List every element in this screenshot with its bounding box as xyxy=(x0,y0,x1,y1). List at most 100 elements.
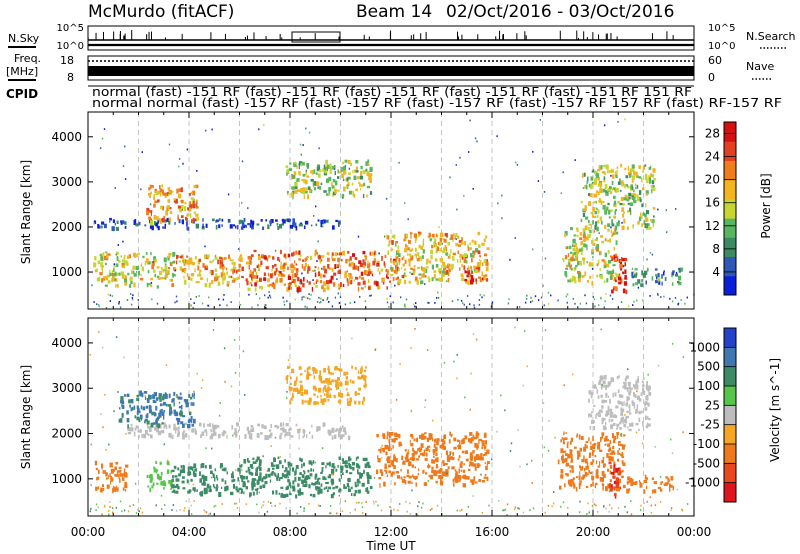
echo-cell xyxy=(614,492,617,497)
echo-cell xyxy=(168,480,172,484)
echo-cell xyxy=(576,450,580,454)
echo-cell xyxy=(326,368,329,371)
echo-cell xyxy=(617,473,621,476)
echo-cell xyxy=(430,474,433,480)
sparse-echoes xyxy=(91,118,695,309)
echo-cell xyxy=(312,460,315,464)
echo-cell xyxy=(360,472,364,477)
echo-cell xyxy=(167,193,170,197)
echo-cell xyxy=(364,257,367,263)
echo-cell xyxy=(204,283,208,288)
echo-cell xyxy=(290,484,292,489)
echo-cell xyxy=(158,393,162,397)
echo-cell xyxy=(479,456,482,461)
echo-cell xyxy=(638,166,641,169)
echo-cell xyxy=(153,221,156,226)
echo-cell xyxy=(398,433,401,439)
echo-cell xyxy=(285,165,289,169)
echo-cell xyxy=(317,486,321,490)
echo-cell xyxy=(646,477,648,480)
echo-cell xyxy=(321,467,324,470)
echo-cell xyxy=(259,459,262,464)
echo-cell xyxy=(315,172,318,175)
echo-cell xyxy=(651,253,654,256)
echo-cell xyxy=(657,272,660,278)
echo-cell xyxy=(365,501,367,503)
echo-cell xyxy=(374,349,376,351)
echo-cell xyxy=(364,384,366,389)
echo-cell xyxy=(459,253,462,258)
echo-cell xyxy=(205,465,207,469)
echo-cell xyxy=(341,425,344,429)
echo-cell xyxy=(205,511,208,514)
echo-cell xyxy=(301,272,303,275)
echo-cell xyxy=(295,270,299,276)
echo-region xyxy=(171,463,243,497)
echo-cell xyxy=(326,178,330,183)
echo-cell xyxy=(232,484,235,489)
echo-cell xyxy=(453,232,455,236)
echo-cell xyxy=(137,508,139,511)
echo-cell xyxy=(456,439,460,442)
echo-cell xyxy=(624,118,626,121)
echo-cell xyxy=(481,480,485,483)
echo-cell xyxy=(335,219,338,222)
echo-cell xyxy=(280,486,284,489)
echo-cell xyxy=(333,465,336,469)
echo-cell xyxy=(101,267,103,271)
echo-cell xyxy=(282,296,284,299)
echo-cell xyxy=(288,287,290,290)
echo-cell xyxy=(619,178,621,182)
echo-cell xyxy=(655,280,658,284)
echo-cell xyxy=(159,185,161,189)
echo-cell xyxy=(140,263,143,267)
echo-cell xyxy=(221,432,225,437)
echo-cell xyxy=(568,262,570,267)
echo-cell xyxy=(123,472,125,477)
echo-cell xyxy=(326,392,329,398)
echo-cell xyxy=(645,280,647,285)
echo-cell xyxy=(309,431,311,435)
echo-cell xyxy=(169,481,173,487)
echo-cell xyxy=(594,238,598,242)
echo-cell xyxy=(395,277,398,281)
echo-cell xyxy=(178,205,181,209)
beam-label: Beam 14 xyxy=(356,2,432,22)
echo-cell xyxy=(388,442,391,448)
echo-cell xyxy=(360,287,364,290)
echo-cell xyxy=(398,262,400,265)
echo-cell xyxy=(248,293,250,296)
echo-cell xyxy=(453,446,457,450)
echo-cell xyxy=(416,258,420,262)
echo-cell xyxy=(161,189,164,194)
echo-cell xyxy=(219,402,221,404)
echo-cell xyxy=(671,282,674,286)
echo-cell xyxy=(625,289,628,295)
echo-cell xyxy=(209,435,213,440)
echo-cell xyxy=(393,508,395,511)
echo-cell xyxy=(404,247,408,253)
echo-cell xyxy=(376,260,380,264)
echo-cell xyxy=(676,488,679,491)
echo-cell xyxy=(591,411,593,414)
echo-cell xyxy=(150,210,152,216)
echo-cell xyxy=(612,445,615,450)
echo-cell xyxy=(156,275,160,279)
echo-cell xyxy=(625,415,629,419)
echo-cell xyxy=(569,264,571,270)
echo-cell xyxy=(124,482,128,485)
echo-cell xyxy=(633,274,637,278)
echo-cell xyxy=(333,187,336,191)
echo-cell xyxy=(172,260,176,264)
echo-cell xyxy=(329,388,332,391)
echo-cell xyxy=(438,277,441,282)
echo-cell xyxy=(122,473,124,478)
echo-cell xyxy=(341,458,344,462)
echo-cell xyxy=(169,254,171,258)
echo-cell xyxy=(621,207,624,212)
echo-cell xyxy=(441,513,443,516)
echo-cell xyxy=(289,224,294,229)
echo-cell xyxy=(615,174,618,179)
echo-cell xyxy=(265,219,268,222)
echo-cell xyxy=(423,272,425,278)
